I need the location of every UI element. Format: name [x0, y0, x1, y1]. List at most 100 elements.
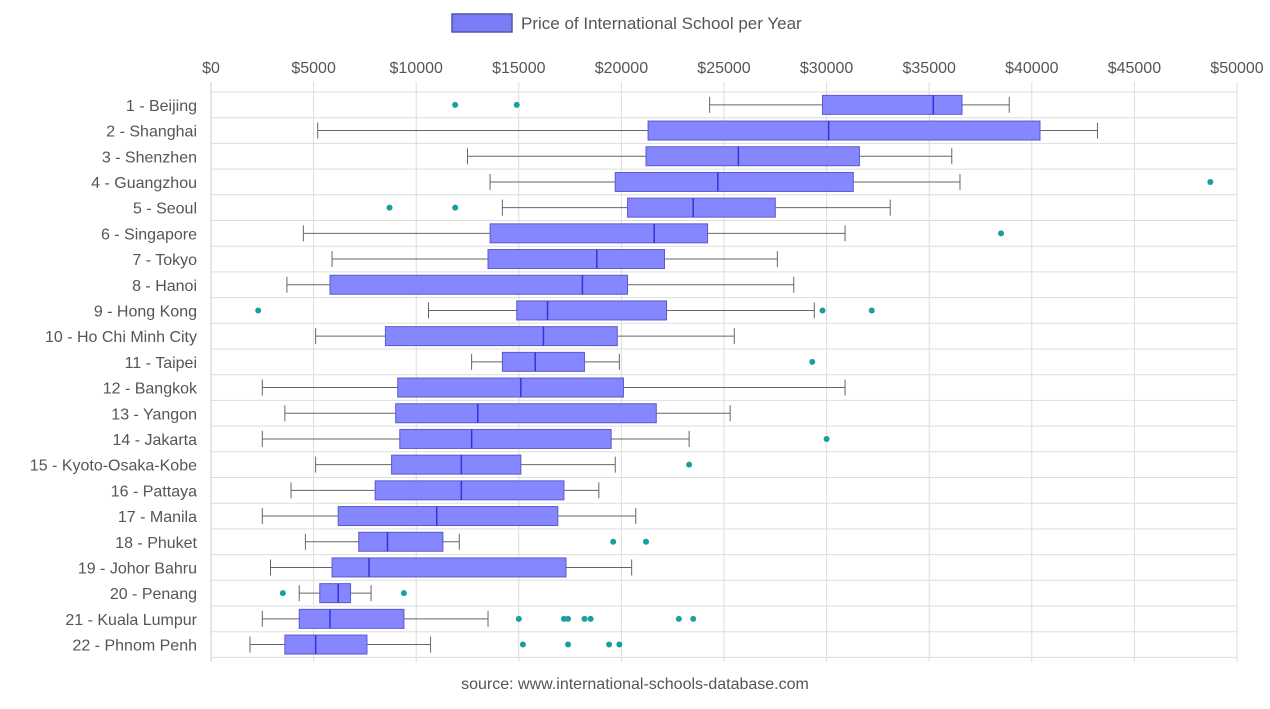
box-iqr[interactable]	[501, 351, 585, 372]
source-caption: source: www.international-schools-databa…	[461, 676, 809, 693]
category-label: 16 - Pattaya	[111, 483, 197, 500]
x-tick-label: $50000	[1210, 60, 1263, 77]
category-label: 21 - Kuala Lumpur	[65, 612, 197, 629]
category-label: 11 - Taipei	[125, 355, 197, 372]
category-label: 10 - Ho Chi Minh City	[45, 329, 197, 346]
box-group[interactable]	[249, 634, 623, 655]
box-group[interactable]	[315, 454, 693, 475]
x-tick-label: $25000	[697, 60, 750, 77]
category-label: 3 - Shenzhen	[102, 149, 197, 166]
box-group[interactable]	[284, 403, 731, 424]
box-group[interactable]	[304, 531, 650, 552]
box-group[interactable]	[261, 428, 830, 449]
outlier-point[interactable]	[513, 101, 520, 108]
outlier-point[interactable]	[809, 358, 816, 365]
box-iqr[interactable]	[614, 171, 854, 192]
outlier-point[interactable]	[868, 307, 875, 314]
box-iqr[interactable]	[395, 403, 657, 424]
outlier-point[interactable]	[519, 641, 526, 648]
box-iqr[interactable]	[397, 377, 624, 398]
box-iqr[interactable]	[384, 326, 618, 347]
outlier-point[interactable]	[675, 615, 682, 622]
category-label: 2 - Shanghai	[106, 124, 197, 141]
box-group[interactable]	[261, 608, 697, 629]
outlier-point[interactable]	[452, 204, 459, 211]
box-group[interactable]	[471, 351, 816, 372]
outlier-point[interactable]	[819, 307, 826, 314]
outlier-point[interactable]	[279, 590, 286, 597]
box-iqr[interactable]	[821, 94, 963, 115]
x-axis-ticks: $0 $5000 $10000 $15000 $20000 $25000 $30000 $35…	[202, 60, 1264, 77]
outlier-point[interactable]	[823, 435, 830, 442]
category-label: 22 - Phnom Penh	[72, 638, 197, 655]
box-group[interactable]	[467, 146, 953, 167]
outlier-point[interactable]	[686, 461, 693, 468]
outlier-point[interactable]	[515, 615, 522, 622]
outlier-point[interactable]	[998, 230, 1005, 237]
box-group[interactable]	[261, 377, 846, 398]
box-group[interactable]	[489, 171, 1214, 192]
box-iqr[interactable]	[647, 120, 1041, 141]
outlier-point[interactable]	[452, 101, 459, 108]
x-tick-label: $35000	[903, 60, 956, 77]
outlier-point[interactable]	[386, 204, 393, 211]
x-tick-label: $40000	[1005, 60, 1058, 77]
category-label: 9 - Hong Kong	[94, 303, 197, 320]
box-iqr[interactable]	[645, 146, 860, 167]
box-group[interactable]	[386, 197, 891, 218]
box-group[interactable]	[261, 506, 637, 527]
category-label: 14 - Jakarta	[113, 432, 198, 449]
box-iqr[interactable]	[399, 428, 612, 449]
category-label: 12 - Bangkok	[103, 381, 198, 398]
outlier-point[interactable]	[560, 615, 567, 622]
box-iqr[interactable]	[374, 480, 565, 501]
outlier-point[interactable]	[1207, 178, 1214, 185]
legend[interactable]: Price of International School per Year	[451, 13, 802, 33]
category-label: 13 - Yangon	[111, 406, 197, 423]
box-group[interactable]	[315, 326, 735, 347]
outlier-point[interactable]	[581, 615, 588, 622]
box-iqr[interactable]	[627, 197, 776, 218]
box-group[interactable]	[302, 223, 1005, 244]
box-iqr[interactable]	[489, 223, 709, 244]
box-iqr[interactable]	[319, 583, 352, 604]
outlier-point[interactable]	[690, 615, 697, 622]
outlier-point[interactable]	[565, 641, 572, 648]
boxplot-series	[249, 94, 1214, 655]
category-label: 5 - Seoul	[133, 201, 197, 218]
box-group[interactable]	[331, 249, 778, 270]
category-label: 4 - Guangzhou	[91, 175, 197, 192]
outlier-point[interactable]	[400, 590, 407, 597]
outlier-point[interactable]	[606, 641, 613, 648]
box-iqr[interactable]	[298, 608, 405, 629]
box-iqr[interactable]	[487, 249, 665, 270]
box-group[interactable]	[279, 583, 407, 604]
outlier-point[interactable]	[255, 307, 262, 314]
box-group[interactable]	[290, 480, 600, 501]
box-iqr[interactable]	[337, 506, 559, 527]
box-iqr[interactable]	[358, 531, 444, 552]
box-iqr[interactable]	[516, 300, 668, 321]
outlier-point[interactable]	[610, 538, 617, 545]
box-group[interactable]	[286, 274, 795, 295]
category-label: 8 - Hanoi	[132, 278, 197, 295]
box-iqr[interactable]	[331, 557, 567, 578]
category-label: 20 - Penang	[110, 586, 197, 603]
outlier-point[interactable]	[643, 538, 650, 545]
box-iqr[interactable]	[391, 454, 522, 475]
box-group[interactable]	[317, 120, 1098, 141]
outlier-point[interactable]	[565, 615, 572, 622]
box-iqr[interactable]	[329, 274, 629, 295]
x-tick-label: $20000	[595, 60, 648, 77]
outlier-point[interactable]	[616, 641, 623, 648]
x-tick-label: $45000	[1108, 60, 1161, 77]
box-group[interactable]	[270, 557, 633, 578]
x-tick-label: $30000	[800, 60, 853, 77]
outlier-point[interactable]	[587, 615, 594, 622]
category-label: 17 - Manila	[118, 509, 197, 526]
box-iqr[interactable]	[284, 634, 368, 655]
box-group[interactable]	[255, 300, 875, 321]
box-group[interactable]	[452, 94, 1010, 115]
